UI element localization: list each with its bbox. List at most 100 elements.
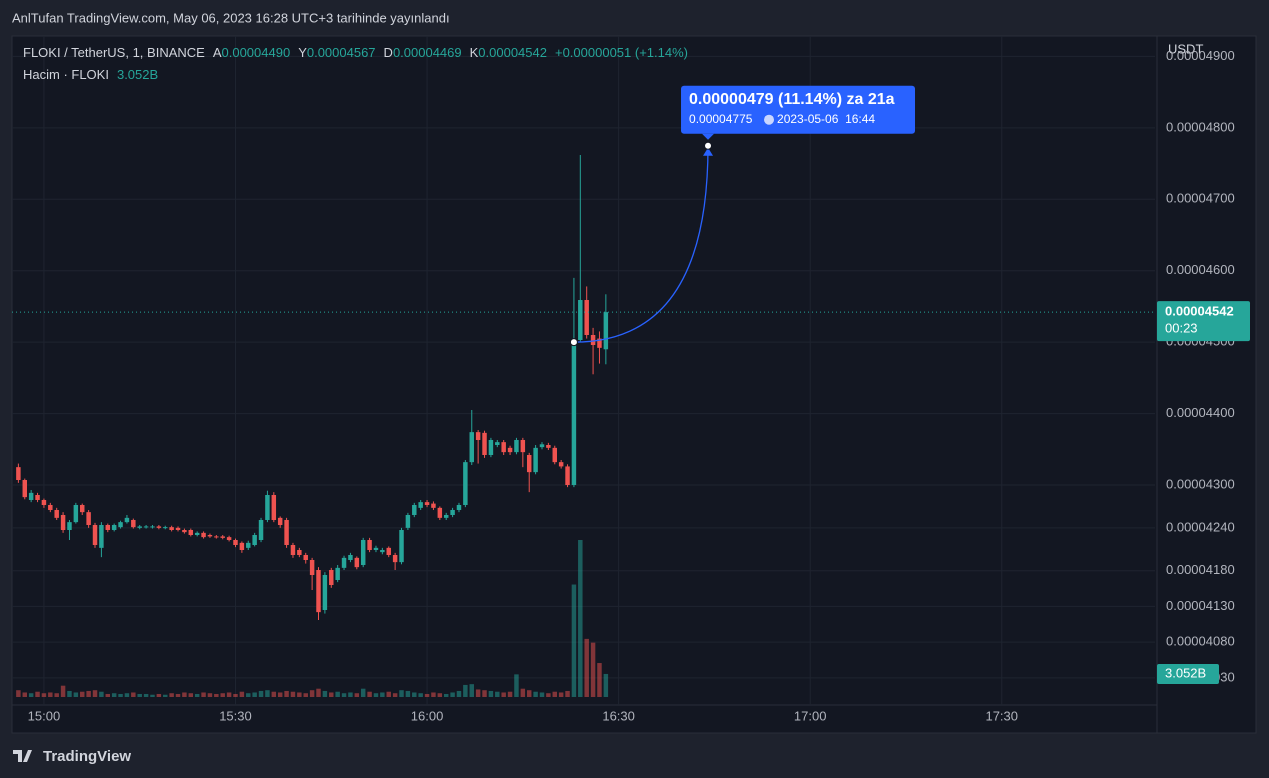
candle-body (412, 505, 417, 515)
y-tick-label: 0.00004600 (1166, 262, 1235, 277)
legend: FLOKI / TetherUS, 1, BINANCE A0.00004490 Y… (23, 45, 688, 60)
volume-label-box (1157, 663, 1219, 684)
candle (495, 440, 500, 448)
candle-body (226, 537, 232, 540)
symbol: FLOKI / TetherUS, 1, BINANCE (23, 45, 205, 60)
candle (67, 520, 72, 540)
candle-body (150, 526, 155, 528)
candle-body (48, 505, 53, 510)
volume-bar (546, 693, 551, 697)
volume-bar (552, 691, 558, 697)
candle-body (437, 507, 443, 518)
volume-bar (99, 691, 104, 697)
candle-body (169, 527, 174, 530)
candle-body (22, 480, 28, 498)
candle (16, 463, 21, 483)
projection-start (569, 338, 578, 347)
volume-bar (399, 690, 404, 697)
y-unit: USDT (1168, 41, 1203, 56)
volume-bar (194, 693, 200, 697)
candle-body (367, 540, 372, 550)
candle (418, 500, 423, 510)
projection-box-tail (702, 133, 715, 140)
candle-body (348, 555, 353, 560)
volume-bar (252, 692, 257, 697)
candle-body (335, 567, 340, 580)
candle-body (303, 555, 308, 560)
candle-body (399, 530, 404, 563)
candle (354, 556, 360, 570)
volume-bar (28, 693, 34, 697)
candle (105, 523, 111, 533)
volume-bar (386, 691, 391, 697)
candle (526, 452, 532, 493)
candle (258, 517, 264, 543)
candle-body (316, 570, 321, 613)
volume-bar (277, 692, 283, 697)
legend-value: 0.00004567 (306, 45, 376, 60)
volume-bar (329, 692, 334, 697)
candle-body (463, 462, 468, 505)
volume-bar (220, 693, 225, 697)
volume-bar (514, 674, 519, 697)
candle (163, 525, 168, 530)
candle-body (405, 515, 411, 528)
candle (431, 501, 436, 510)
candle (111, 523, 117, 532)
candle-body (386, 547, 391, 555)
candle (182, 528, 187, 534)
volume-bar (258, 690, 264, 697)
candle (405, 512, 411, 530)
candle (520, 437, 526, 468)
candle-body (54, 510, 59, 518)
candle (124, 515, 130, 524)
volume-bar (16, 690, 21, 697)
legend-value: 0.00004490 (221, 45, 291, 60)
volume-bar (92, 690, 98, 697)
candle-body (131, 520, 136, 528)
x-tick-label: 15:30 (219, 708, 252, 723)
volume-bar (284, 690, 289, 697)
candle (335, 565, 340, 583)
candle-body (188, 530, 194, 535)
candle-body (488, 440, 494, 455)
candle (239, 541, 245, 553)
volume-bar (137, 693, 142, 697)
candle (131, 518, 136, 529)
candle (565, 464, 570, 488)
projection-end (704, 141, 713, 150)
volume-bar (226, 692, 232, 697)
volume-bar (380, 692, 385, 697)
candle (341, 555, 347, 570)
volume-bar (565, 690, 570, 697)
volume-bar (207, 693, 213, 697)
candle-body (597, 338, 602, 348)
volume-bar (526, 690, 532, 697)
candle-body (284, 520, 289, 545)
volume-legend: Hacim · FLOKI 3.052B (23, 67, 158, 82)
candle-body (99, 525, 104, 548)
volume-bar (392, 693, 398, 697)
candle (322, 572, 328, 614)
candle-body (194, 532, 200, 535)
candle-body (80, 505, 85, 513)
candle-body (539, 444, 545, 448)
candle (437, 506, 443, 520)
candle-body (431, 503, 436, 508)
header: AnlTufan TradingView.com, May 06, 2023 1… (12, 10, 450, 25)
y-tick-label: 0.00004900 (1166, 48, 1235, 63)
candle (590, 327, 596, 375)
volume-bar (233, 693, 238, 697)
legend-value: 0.00004542 (478, 45, 547, 60)
candle-body (520, 440, 526, 453)
volume-bar (131, 692, 136, 697)
candle (246, 540, 251, 550)
candle-body (322, 575, 328, 610)
volume-bar (169, 693, 174, 697)
candle (412, 502, 417, 518)
candle (533, 445, 538, 475)
candle-body (495, 442, 500, 445)
candle (150, 525, 155, 529)
volume-bar (341, 693, 347, 697)
candle (578, 155, 583, 343)
